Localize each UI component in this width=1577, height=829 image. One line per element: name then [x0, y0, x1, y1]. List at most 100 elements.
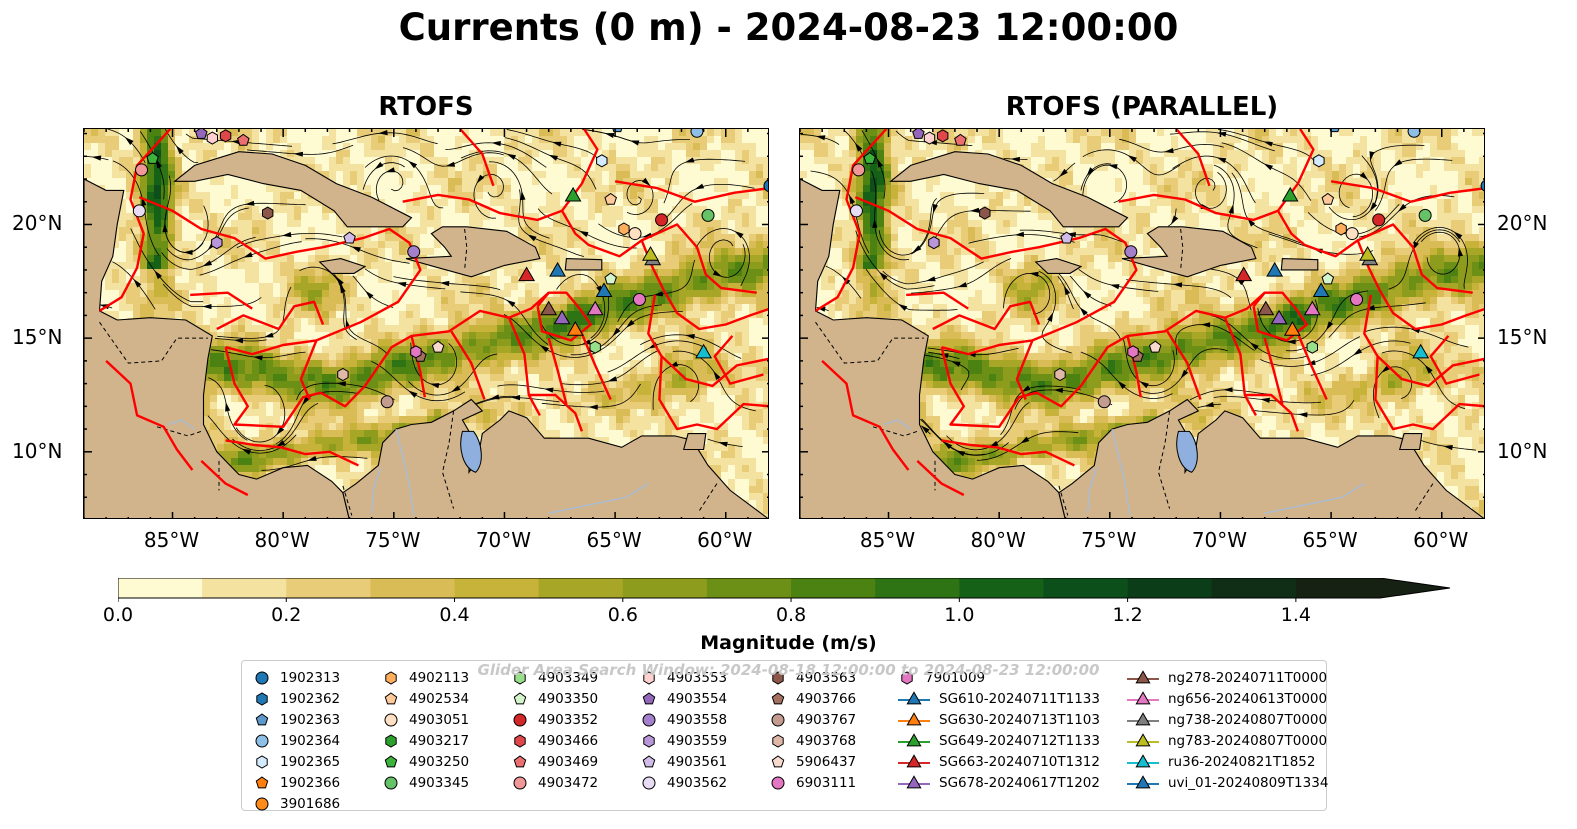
marker-4903051	[1345, 227, 1359, 241]
lon-tick-label: 85°W	[143, 528, 200, 552]
legend-marker-hexagon	[772, 670, 784, 685]
legend-marker-hexagon	[901, 670, 913, 685]
marker-6903111	[1350, 292, 1364, 306]
legend-item: 4903558	[639, 709, 727, 730]
colorbar-bin	[1127, 578, 1213, 598]
legend-item: 4903553	[639, 667, 727, 688]
legend-label: 4902534	[409, 690, 470, 707]
legend-marker-triangle	[1127, 732, 1159, 746]
legend-column: 4903563 4903766 4903767 4903768 5906437 69031…	[768, 667, 856, 793]
marker-1902364	[690, 129, 704, 138]
legend-item: 4903472	[510, 772, 598, 793]
legend-label: 4903767	[796, 711, 857, 728]
colorbar-bin	[875, 578, 960, 598]
legend-label: 4903469	[538, 753, 599, 770]
legend-column: 4903349 4903350 4903352 4903466 4903469 49034…	[510, 667, 598, 793]
legend-item: 4903766	[768, 688, 856, 709]
legend-item: SG610-20240711T1133	[897, 688, 1100, 709]
legend-marker	[1135, 690, 1151, 704]
lat-tick-label-left: 10°N	[12, 438, 63, 463]
legend-label: 4902113	[409, 669, 470, 686]
legend-label: 3901686	[280, 795, 341, 812]
colorbar-bin	[1211, 578, 1297, 598]
panel-title-rtofs: RTOFS	[378, 92, 474, 122]
legend-marker-hexagon	[643, 670, 655, 685]
marker-4903350	[1321, 272, 1335, 285]
legend-item: 4903767	[768, 709, 856, 730]
land-trinidad	[1398, 433, 1423, 451]
marker-SG630-20240713T1103	[1283, 320, 1301, 336]
marker-4903352	[1372, 213, 1386, 227]
legend-column: 1902313 1902362 1902363 1902364 1902365 19023…	[252, 667, 340, 814]
marker-ng278-20240711T0000	[1257, 300, 1275, 316]
legend-marker	[906, 690, 922, 704]
axis-ticks	[84, 129, 768, 518]
legend-marker-triangle	[1127, 774, 1159, 788]
legend-marker-pentagon	[771, 691, 785, 704]
map-panel-rtofs-parallel	[799, 128, 1485, 519]
legend-label: ng738-20240807T0000	[1168, 711, 1328, 728]
marker-4903561	[1060, 231, 1073, 244]
marker-SG610-20240711T1133	[1266, 261, 1284, 277]
legend-marker	[255, 734, 269, 747]
legend-marker	[906, 753, 922, 767]
axis-ticks	[800, 129, 1484, 518]
legend-marker-pentagon	[384, 691, 398, 704]
legend-marker-hexagon	[385, 733, 397, 748]
legend-marker	[384, 713, 398, 726]
marker-5906437	[1148, 340, 1162, 353]
legend-marker-hexagon	[385, 670, 397, 685]
lon-tick-label: 85°W	[859, 528, 916, 552]
marker-4902113	[618, 222, 630, 236]
legend-item: 4903350	[510, 688, 598, 709]
lake-maracaibo	[460, 430, 482, 473]
legend-marker	[642, 691, 656, 704]
colorbar-bin	[370, 578, 456, 598]
legend-item: 4903466	[510, 730, 598, 751]
land-yucatan	[800, 178, 1066, 518]
legend-label: 4903349	[538, 669, 599, 686]
marker-ru36-20240821T1852	[1412, 343, 1430, 359]
legend-item: 4903217	[381, 730, 469, 751]
legend-item: ru36-20240821T1852	[1126, 751, 1328, 772]
marker-4902534	[604, 192, 617, 205]
legend-marker	[384, 776, 398, 789]
lat-tick-label-left: 20°N	[12, 211, 63, 236]
marker-4903561	[343, 231, 356, 244]
legend-marker	[771, 691, 785, 704]
legend-label: 4903051	[409, 711, 470, 728]
legend-label: 4903562	[667, 774, 728, 791]
marker-SG630-20240713T1103	[566, 320, 584, 336]
legend-label: 4903217	[409, 732, 470, 749]
land-masses	[84, 151, 768, 518]
marker-4902534	[1321, 192, 1335, 205]
colorbar-bin	[538, 578, 624, 598]
legend-marker-circle	[513, 713, 527, 726]
legend-marker	[384, 754, 398, 767]
colorbar-bin	[118, 578, 203, 598]
colorbar-tick-label: 1.0	[944, 604, 975, 626]
legend-marker-triangle	[898, 690, 930, 704]
marker-1902363	[1329, 129, 1340, 133]
legend-label: 4903559	[667, 732, 728, 749]
marker-1902365	[596, 154, 608, 168]
marker-ng278-20240711T0000	[540, 300, 558, 316]
legend: 1902313 1902362 1902363 1902364 1902365 19023…	[241, 660, 1328, 814]
lon-tick-label: 65°W	[586, 528, 642, 552]
legend-label: 4903345	[409, 774, 470, 791]
marker-4903767	[380, 395, 394, 409]
lon-tick-label: 75°W	[1081, 528, 1137, 552]
legend-marker	[1135, 732, 1151, 746]
colorbar-bin	[1295, 578, 1381, 598]
marker-4903554	[195, 129, 208, 139]
marker-ng656-20240613T0000	[1303, 300, 1321, 316]
legend-marker-circle	[771, 713, 785, 726]
legend-item: 4903559	[639, 730, 727, 751]
colorbar-tick-label: 1.2	[1112, 604, 1143, 626]
marker-4903469	[954, 133, 967, 146]
marker-4902113	[1335, 222, 1347, 236]
legend-marker-triangle	[898, 753, 930, 767]
lon-tick-label: 65°W	[1302, 528, 1358, 552]
eez-boundaries	[814, 129, 1484, 497]
legend-marker-pentagon	[513, 691, 527, 704]
